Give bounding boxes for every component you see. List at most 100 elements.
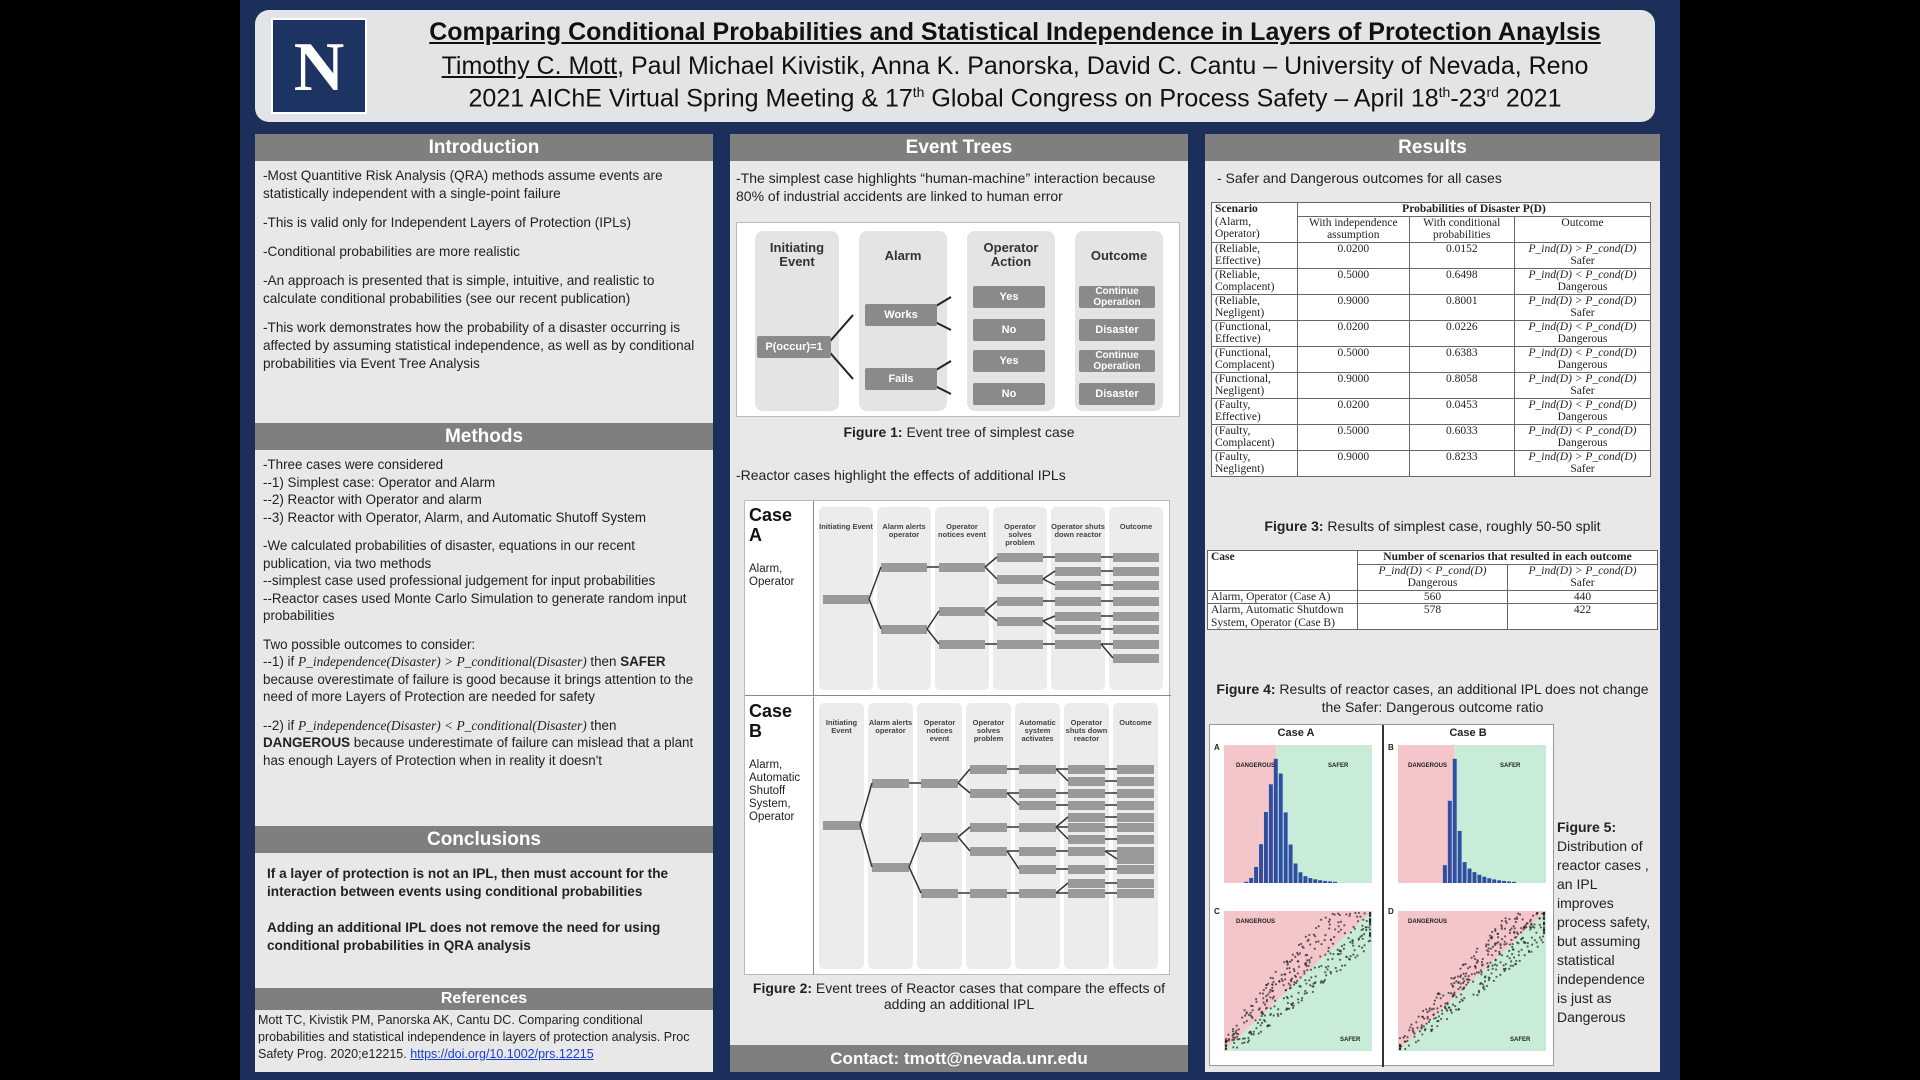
scatter-point (1277, 1014, 1280, 1018)
scatter-point (1317, 940, 1320, 943)
scatter-point (1510, 938, 1513, 942)
scatter-point (1290, 980, 1293, 983)
scatter-point (1322, 981, 1325, 984)
intro-point: -Conditional probabilities are more real… (263, 244, 520, 259)
scenario-cell: (Reliable, Effective) (1211, 241, 1298, 269)
scatter-point (1297, 991, 1300, 994)
reactor-event-trees: Case A Alarm, Operator Initiating Event A… (744, 500, 1171, 975)
mini-tree-node (1068, 813, 1105, 822)
scatter-point (1349, 931, 1353, 934)
scatter-point (1426, 1015, 1429, 1018)
mini-tree-node (1055, 640, 1101, 649)
meeting-text-4: 2021 (1498, 84, 1562, 113)
scatter-point (1327, 946, 1330, 949)
middle-column: Event Trees -The simplest case highlight… (730, 134, 1188, 1072)
outcome-cell: P_ind(D) < P_cond(D) Dangerous (1514, 267, 1651, 295)
scatter-point (1475, 971, 1478, 974)
scatter-point (1459, 982, 1462, 985)
scatter-point (1235, 1024, 1238, 1027)
scatter-point (1348, 914, 1351, 917)
initiating-node: P(occur)=1 (757, 336, 831, 358)
scatter-point (1504, 917, 1507, 920)
scatter-point (1487, 939, 1490, 942)
mini-tree-node (1113, 597, 1159, 606)
figure-label: Figure 1: (843, 424, 903, 440)
mini-tree-node (1068, 789, 1105, 798)
methods-body: -Three cases were considered --1) Simple… (255, 450, 713, 775)
scatter-point (1508, 943, 1512, 946)
scatter-point (1250, 1033, 1253, 1036)
scatter-point (1300, 999, 1303, 1002)
outcome-inequality: P_ind(D) > P_cond(D) (1528, 242, 1637, 255)
table-row: (Faulty, Complacent) 0.5000 0.6033 P_ind(D)… (1211, 423, 1651, 451)
conditional-probability-cell: 0.0453 (1408, 397, 1516, 425)
mini-tree-node (970, 889, 1007, 898)
scatter-point (1324, 966, 1327, 969)
scatter-point (1533, 923, 1536, 926)
scatter-point (1513, 917, 1517, 921)
mini-tree-node (1068, 765, 1105, 774)
scatter-point (1299, 976, 1302, 979)
right-column: Results - Safer and Dangerous outcomes f… (1205, 134, 1660, 1072)
scatter-point (1309, 943, 1312, 946)
dangerous-zone-label: DANGEROUS (1408, 763, 1448, 769)
scatter-point (1487, 978, 1491, 982)
scatter-point (1455, 980, 1458, 983)
scatter-point (1451, 994, 1455, 998)
scenario-heading: Scenario (1215, 203, 1258, 215)
operator-no-node: No (973, 319, 1045, 341)
outcome-explanation: because underestimate of failure can mis… (263, 735, 694, 768)
histogram-bar (1457, 830, 1462, 883)
scatter-point (1452, 993, 1455, 996)
scatter-point (1259, 1030, 1263, 1033)
scatter-point (1354, 911, 1357, 915)
scatter-point (1279, 1012, 1283, 1015)
scatter-point (1515, 935, 1518, 939)
scatter-point (1460, 993, 1463, 996)
scatter-point (1302, 946, 1305, 949)
scatter-point (1402, 1036, 1405, 1039)
mini-tree-column: Alarm alerts operator (868, 703, 913, 969)
scatter-point (1439, 997, 1442, 1000)
scatter-point (1243, 1021, 1246, 1024)
scatter-point (1237, 1028, 1240, 1031)
mini-tree-column: Initiating Event (819, 703, 864, 969)
contact-email[interactable]: Contact: tmott@nevada.unr.edu (730, 1045, 1188, 1072)
mini-tree-branch (957, 836, 971, 852)
mini-tree-branch (926, 628, 940, 645)
scatter-point (1400, 1045, 1403, 1048)
scatter-point (1450, 982, 1453, 985)
outcome-prefix: --1) if (263, 654, 298, 669)
histogram-bar (1288, 844, 1293, 883)
outcome-continue-node: Continue Operation (1079, 350, 1155, 372)
scatter-point (1471, 980, 1475, 983)
reactor-cases-table-body: Alarm, Operator (Case A) 560 440 Alarm, Aut… (1207, 589, 1658, 630)
figure-text: Event tree of simplest case (902, 424, 1075, 440)
scatter-point (1356, 920, 1360, 923)
scatter-point (1365, 929, 1368, 932)
figure-text: Distribution of reactor cases , an IPL i… (1557, 838, 1651, 1025)
scatter-point (1462, 963, 1465, 966)
methods-calc-item: --Reactor cases used Monte Carlo Simulat… (263, 590, 687, 624)
independent-probability-cell: 0.5000 (1297, 345, 1410, 373)
scatter-point (1290, 977, 1294, 980)
scatter-point (1292, 968, 1295, 971)
dangerous-inequality: P_ind(D) < P_cond(D) (1378, 564, 1487, 577)
scatter-point (1283, 961, 1286, 964)
scatter-point (1224, 1037, 1228, 1041)
scatter-point (1404, 1047, 1407, 1051)
scatter-point (1500, 924, 1503, 927)
conclusions-body: If a layer of protection is not an IPL, … (255, 853, 713, 978)
reference-doi-link[interactable]: https://doi.org/10.1002/prs.12215 (410, 1047, 594, 1061)
scatter-point (1535, 941, 1538, 944)
scatter-point (1539, 926, 1542, 929)
scatter-point (1252, 1030, 1255, 1033)
scatter-point (1420, 1026, 1423, 1029)
scatter-point (1435, 996, 1438, 999)
mini-tree-branch (957, 826, 971, 838)
scatter-point (1243, 1014, 1247, 1017)
scatter-point (1287, 982, 1290, 985)
histogram-bar (1462, 862, 1467, 883)
histogram-bar (1259, 844, 1263, 883)
scatter-point (1304, 935, 1307, 938)
